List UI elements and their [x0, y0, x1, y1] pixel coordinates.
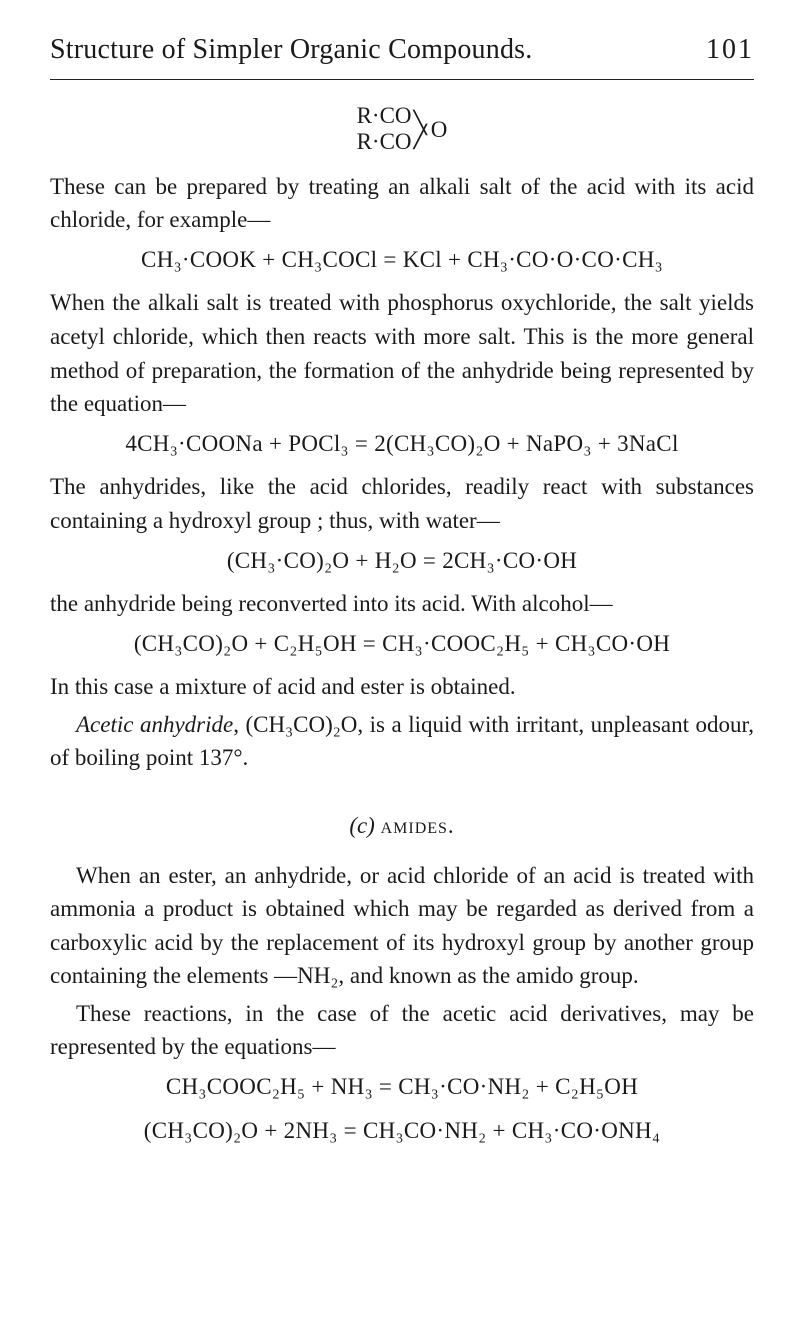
- equation-2: 4CH₃·COONa + POCl₃ = 2(CH₃CO)₂O + NaPO₃ …: [50, 427, 754, 461]
- anhydride-structural-formula: R·CO R·CO ╲ ╱ O: [50, 102, 754, 156]
- paragraph-4: the anhydride being reconverted into its…: [50, 587, 754, 621]
- paragraph-7: When an ester, an anhydride, or acid chl…: [50, 859, 754, 993]
- section-c-heading: (c) amides.: [50, 809, 754, 843]
- section-c-title: amides.: [381, 813, 455, 838]
- formula-oxygen: O: [431, 116, 448, 144]
- equation-5: CH₃COOC₂H₅ + NH₃ = CH₃·CO·NH₂ + C₂H₅OH: [50, 1070, 754, 1104]
- paragraph-5: In this case a mixture of acid and ester…: [50, 670, 754, 704]
- paragraph-3: The anhydrides, like the acid chlorides,…: [50, 470, 754, 537]
- page-number: 101: [706, 30, 754, 71]
- section-c-label: (c): [349, 813, 375, 838]
- equation-1: CH₃·COOK + CH₃COCl = KCl + CH₃·CO·O·CO·C…: [50, 243, 754, 277]
- equation-6: (CH₃CO)₂O + 2NH₃ = CH₃CO·NH₂ + CH₃·CO·ON…: [50, 1114, 754, 1148]
- paragraph-2: When the alkali salt is treated with pho…: [50, 286, 754, 420]
- paragraph-8: These reactions, in the case of the acet…: [50, 997, 754, 1064]
- paragraph-1: These can be prepared by treating an alk…: [50, 170, 754, 237]
- angle-bottom: ╱: [414, 130, 427, 144]
- formula-top: R·CO: [357, 103, 412, 129]
- page-header: Structure of Simpler Organic Compounds. …: [50, 30, 754, 80]
- running-title: Structure of Simpler Organic Compounds.: [50, 30, 532, 71]
- equation-3: (CH₃·CO)₂O + H₂O = 2CH₃·CO·OH: [50, 544, 754, 578]
- equation-4: (CH₃CO)₂O + C₂H₅OH = CH₃·COOC₂H₅ + CH₃CO…: [50, 627, 754, 661]
- paragraph-6: Acetic anhydride, (CH₃CO)₂O, is a liquid…: [50, 708, 754, 775]
- acetic-anhydride-term: Acetic anhydride: [76, 712, 233, 737]
- page: Structure of Simpler Organic Compounds. …: [0, 0, 800, 1337]
- formula-bottom: R·CO: [357, 129, 412, 155]
